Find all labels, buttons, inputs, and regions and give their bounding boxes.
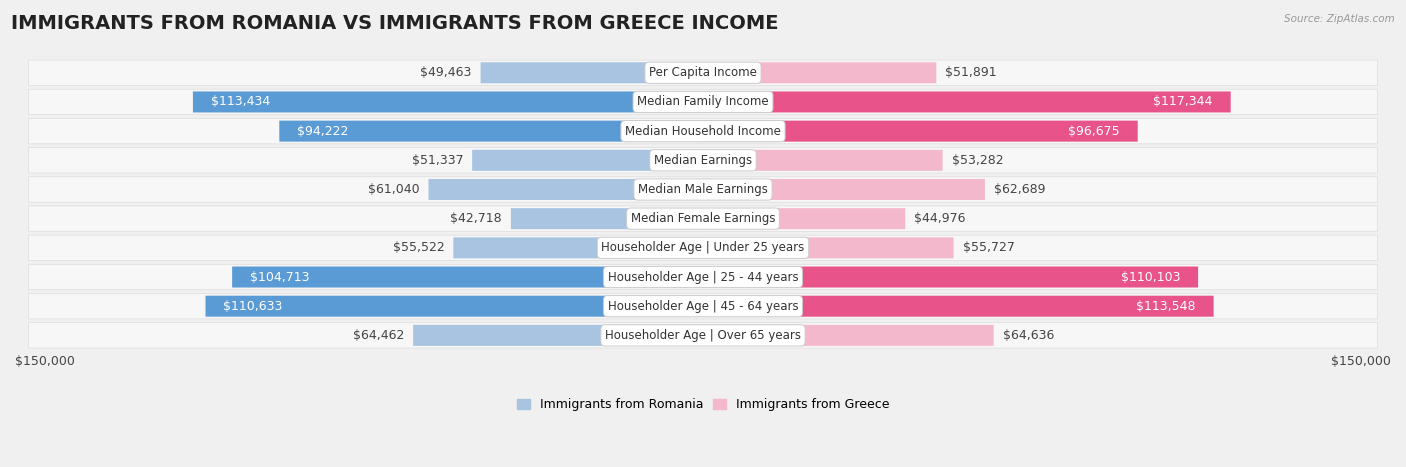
Text: $51,337: $51,337 [412, 154, 463, 167]
Text: $44,976: $44,976 [914, 212, 966, 225]
Legend: Immigrants from Romania, Immigrants from Greece: Immigrants from Romania, Immigrants from… [512, 393, 894, 416]
FancyBboxPatch shape [703, 208, 905, 229]
FancyBboxPatch shape [429, 179, 703, 200]
Text: $113,548: $113,548 [1136, 300, 1195, 313]
Text: $49,463: $49,463 [420, 66, 471, 79]
Text: Householder Age | Over 65 years: Householder Age | Over 65 years [605, 329, 801, 342]
Text: $51,891: $51,891 [945, 66, 997, 79]
FancyBboxPatch shape [703, 62, 936, 83]
Text: $53,282: $53,282 [952, 154, 1004, 167]
FancyBboxPatch shape [703, 267, 1198, 288]
Text: Median Family Income: Median Family Income [637, 95, 769, 108]
FancyBboxPatch shape [28, 148, 1378, 173]
FancyBboxPatch shape [193, 92, 703, 113]
FancyBboxPatch shape [28, 60, 1378, 85]
Text: $96,675: $96,675 [1069, 125, 1119, 138]
Text: Householder Age | 45 - 64 years: Householder Age | 45 - 64 years [607, 300, 799, 313]
Text: IMMIGRANTS FROM ROMANIA VS IMMIGRANTS FROM GREECE INCOME: IMMIGRANTS FROM ROMANIA VS IMMIGRANTS FR… [11, 14, 779, 33]
FancyBboxPatch shape [280, 120, 703, 142]
FancyBboxPatch shape [703, 237, 953, 258]
FancyBboxPatch shape [703, 325, 994, 346]
Text: $110,103: $110,103 [1121, 270, 1180, 283]
FancyBboxPatch shape [28, 89, 1378, 115]
FancyBboxPatch shape [28, 264, 1378, 290]
Text: Median Male Earnings: Median Male Earnings [638, 183, 768, 196]
FancyBboxPatch shape [481, 62, 703, 83]
Text: Per Capita Income: Per Capita Income [650, 66, 756, 79]
FancyBboxPatch shape [703, 150, 942, 171]
Text: $110,633: $110,633 [224, 300, 283, 313]
Text: $55,727: $55,727 [963, 241, 1015, 255]
Text: Householder Age | 25 - 44 years: Householder Age | 25 - 44 years [607, 270, 799, 283]
FancyBboxPatch shape [232, 267, 703, 288]
FancyBboxPatch shape [205, 296, 703, 317]
Text: $64,462: $64,462 [353, 329, 404, 342]
FancyBboxPatch shape [703, 296, 1213, 317]
Text: $42,718: $42,718 [450, 212, 502, 225]
Text: $104,713: $104,713 [250, 270, 309, 283]
Text: $113,434: $113,434 [211, 95, 270, 108]
Text: Median Earnings: Median Earnings [654, 154, 752, 167]
Text: Median Household Income: Median Household Income [626, 125, 780, 138]
FancyBboxPatch shape [510, 208, 703, 229]
FancyBboxPatch shape [28, 293, 1378, 319]
FancyBboxPatch shape [703, 92, 1230, 113]
Text: $64,636: $64,636 [1002, 329, 1054, 342]
FancyBboxPatch shape [703, 120, 1137, 142]
FancyBboxPatch shape [703, 179, 984, 200]
FancyBboxPatch shape [28, 235, 1378, 261]
FancyBboxPatch shape [472, 150, 703, 171]
Text: Householder Age | Under 25 years: Householder Age | Under 25 years [602, 241, 804, 255]
Text: $117,344: $117,344 [1153, 95, 1213, 108]
FancyBboxPatch shape [28, 177, 1378, 202]
Text: $150,000: $150,000 [15, 355, 75, 368]
FancyBboxPatch shape [453, 237, 703, 258]
Text: $62,689: $62,689 [994, 183, 1046, 196]
FancyBboxPatch shape [413, 325, 703, 346]
FancyBboxPatch shape [28, 206, 1378, 231]
FancyBboxPatch shape [28, 119, 1378, 144]
Text: $94,222: $94,222 [297, 125, 349, 138]
Text: $61,040: $61,040 [368, 183, 419, 196]
Text: $55,522: $55,522 [392, 241, 444, 255]
Text: Source: ZipAtlas.com: Source: ZipAtlas.com [1284, 14, 1395, 24]
FancyBboxPatch shape [28, 323, 1378, 348]
Text: $150,000: $150,000 [1331, 355, 1391, 368]
Text: Median Female Earnings: Median Female Earnings [631, 212, 775, 225]
